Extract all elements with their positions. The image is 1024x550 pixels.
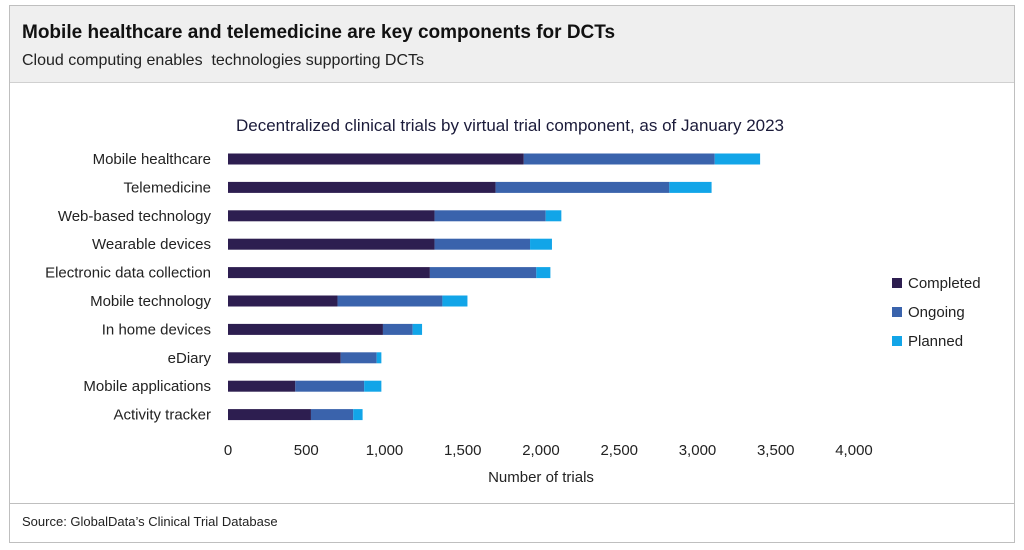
x-tick-label: 500 bbox=[294, 442, 319, 459]
bar-segment-ongoing bbox=[382, 323, 413, 335]
bar-segment-completed bbox=[228, 323, 383, 335]
bar-segment-planned bbox=[442, 295, 468, 307]
x-tick-label: 1,000 bbox=[366, 442, 404, 459]
bar-segment-planned bbox=[412, 323, 423, 335]
bar-segment-planned bbox=[536, 267, 551, 279]
bar-segment-completed bbox=[228, 238, 435, 250]
x-tick-label: 4,000 bbox=[835, 442, 873, 459]
category-label: eDiary bbox=[168, 350, 212, 367]
x-tick-label: 1,500 bbox=[444, 442, 482, 459]
x-axis-label: Number of trials bbox=[488, 469, 594, 486]
bar-segment-planned bbox=[669, 181, 712, 193]
bar-segment-completed bbox=[228, 153, 524, 165]
bar-segment-ongoing bbox=[434, 238, 531, 250]
category-label: Mobile applications bbox=[83, 378, 211, 395]
category-label: Activity tracker bbox=[113, 407, 211, 424]
category-label: In home devices bbox=[102, 321, 211, 338]
footer: Source: GlobalData’s Clinical Trial Data… bbox=[10, 503, 1014, 542]
bar-segment-completed bbox=[228, 210, 435, 222]
bar-segment-completed bbox=[228, 409, 311, 421]
legend-label: Ongoing bbox=[908, 304, 965, 321]
source-note: Source: GlobalData’s Clinical Trial Data… bbox=[22, 514, 278, 529]
category-label: Mobile healthcare bbox=[93, 151, 211, 168]
bar-segment-completed bbox=[228, 352, 341, 364]
bar-segment-ongoing bbox=[337, 295, 443, 307]
bar-segment-completed bbox=[228, 380, 296, 392]
legend-swatch bbox=[892, 307, 902, 317]
bar-segment-ongoing bbox=[495, 181, 670, 193]
legend-label: Planned bbox=[908, 333, 963, 350]
chart-frame: Mobile healthcare and telemedicine are k… bbox=[9, 5, 1015, 543]
category-label: Telemedicine bbox=[123, 179, 211, 196]
chart-title: Decentralized clinical trials by virtual… bbox=[236, 116, 784, 135]
bar-segment-ongoing bbox=[295, 380, 365, 392]
page-title: Mobile healthcare and telemedicine are k… bbox=[22, 22, 616, 43]
legend-swatch bbox=[892, 278, 902, 288]
page-subtitle: Cloud computing enables technologies sup… bbox=[22, 52, 425, 69]
bars-group bbox=[228, 153, 761, 421]
bar-segment-ongoing bbox=[429, 267, 537, 279]
category-label: Electronic data collection bbox=[45, 265, 211, 282]
legend-label: Completed bbox=[908, 275, 981, 292]
bar-segment-ongoing bbox=[310, 409, 354, 421]
category-labels: Mobile healthcare Telemedicine Web-based t… bbox=[45, 151, 211, 424]
bar-segment-ongoing bbox=[434, 210, 546, 222]
bar-segment-planned bbox=[545, 210, 562, 222]
header-banner: Mobile healthcare and telemedicine are k… bbox=[10, 6, 1014, 83]
bar-segment-completed bbox=[228, 267, 430, 279]
legend-swatch bbox=[892, 336, 902, 346]
category-label: Wearable devices bbox=[92, 236, 211, 253]
category-label: Mobile technology bbox=[90, 293, 211, 310]
bar-segment-completed bbox=[228, 181, 496, 193]
bar-segment-planned bbox=[530, 238, 552, 250]
bar-segment-completed bbox=[228, 295, 338, 307]
x-tick-label: 3,000 bbox=[679, 442, 717, 459]
x-tick-label: 0 bbox=[224, 442, 232, 459]
bar-segment-ongoing bbox=[523, 153, 715, 165]
bar-segment-planned bbox=[376, 352, 382, 364]
x-tick-label: 2,000 bbox=[522, 442, 560, 459]
bar-segment-planned bbox=[714, 153, 761, 165]
x-tick-labels: 0 500 1,000 1,500 2,000 2,500 3,000 3,500 4,000 bbox=[224, 442, 873, 459]
legend: Completed Ongoing Planned bbox=[892, 275, 981, 350]
bar-segment-ongoing bbox=[340, 352, 377, 364]
bar-segment-planned bbox=[353, 409, 363, 421]
bar-segment-planned bbox=[364, 380, 382, 392]
category-label: Web-based technology bbox=[58, 208, 212, 225]
x-tick-label: 2,500 bbox=[600, 442, 638, 459]
x-tick-label: 3,500 bbox=[757, 442, 795, 459]
